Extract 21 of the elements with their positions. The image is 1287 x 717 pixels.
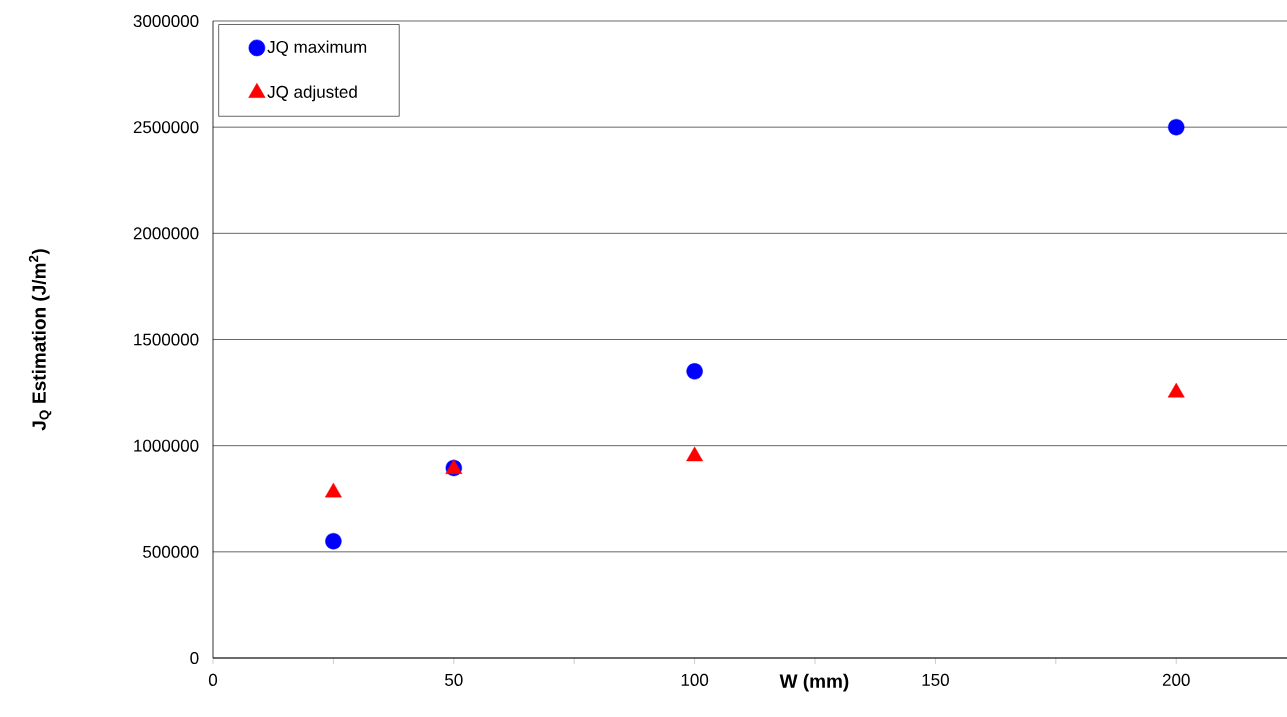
x-axis-title: W (mm) [779,673,849,692]
y-tick-label: 2000000 [133,227,199,240]
y-tick-label: 1000000 [134,439,199,452]
legend-label: JQ maximum [267,40,367,57]
x-tick-label: 200 [1162,673,1190,686]
y-tick-label: 3000000 [133,14,199,28]
point [686,446,704,462]
y-tick-label: 2500000 [133,121,199,134]
point [1168,118,1185,136]
x-tick-label: 100 [681,673,709,686]
y-tick-label: 1500000 [134,333,199,346]
y-tick-label: 500000 [143,545,199,558]
x-tick-label: 0 [208,673,218,686]
x-tick-label: 50 [445,673,463,686]
point [1167,382,1185,398]
point [686,363,703,380]
legend-label: JQ adjusted [267,85,357,102]
x-tick-label: 150 [922,673,949,686]
point [324,482,342,498]
y-axis-title: J$_{Q}$ Estimation (J/m$^{2}$) [28,249,52,431]
y-tick-label: 0 [190,651,199,665]
